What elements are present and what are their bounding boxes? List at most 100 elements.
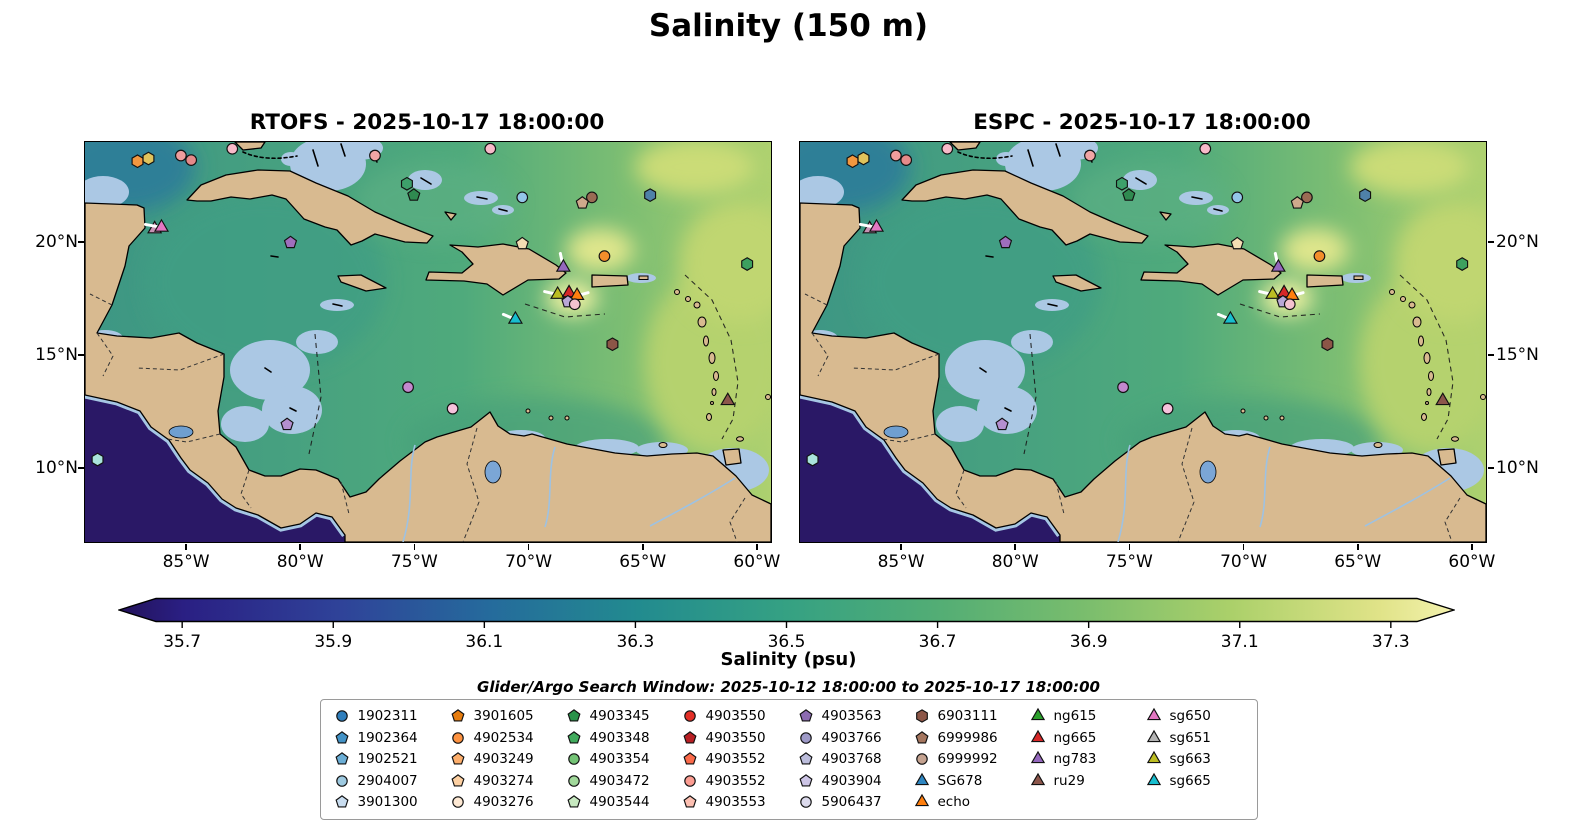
- map-marker-pentagon: [515, 236, 529, 250]
- lon-tick-label: 60°W: [1448, 552, 1496, 572]
- colorbar-tick-label: 36.9: [1069, 632, 1108, 652]
- lat-tick-mark: [77, 467, 84, 469]
- map-marker-circle: [185, 154, 198, 166]
- search-window-caption: Glider/Argo Search Window: 2025-10-12 18…: [477, 678, 1100, 696]
- map-marker-pentagon: [283, 235, 298, 249]
- legend-label: 6999992: [937, 751, 998, 768]
- map-marker-circle: [586, 191, 598, 204]
- pentagon-marker-icon: [682, 730, 697, 744]
- colorbar-tick-label: 36.7: [918, 632, 957, 652]
- legend-entry-4902534: 4902534: [449, 728, 549, 749]
- pentagon-marker-icon: [566, 730, 581, 744]
- rivers: [402, 444, 736, 542]
- land-puerto-rico: [1306, 274, 1344, 288]
- legend-label: 1902521: [357, 751, 418, 768]
- legend-marker: [915, 753, 928, 766]
- map-marker-triangle: [550, 285, 566, 299]
- circle-marker-icon: [799, 731, 812, 744]
- legend-label: 4903276: [473, 794, 534, 811]
- maritime-boundaries: [308, 274, 739, 455]
- circle-marker-icon: [335, 774, 348, 787]
- legend-label: 3901605: [473, 708, 534, 725]
- pentagon-marker-icon: [334, 752, 349, 765]
- legend-entry-3901605: 3901605: [449, 706, 549, 727]
- legend-column-8: sg650 sg651 sg663 sg665: [1145, 706, 1245, 813]
- map-marker-hexagon: [806, 452, 819, 467]
- legend-marker: [1030, 772, 1045, 785]
- triangle-marker-icon: [1146, 772, 1161, 785]
- land-florida-tip: [949, 142, 981, 151]
- land-cuba: [901, 169, 1149, 246]
- lon-tick-label: 70°W: [1220, 552, 1268, 572]
- legend-marker: [914, 772, 929, 785]
- legend-entry-4903249: 4903249: [449, 749, 549, 770]
- colorbar-extended-arrows: [116, 597, 1457, 623]
- colorbar-tick-label: 35.7: [163, 632, 202, 652]
- legend-label: 4903544: [589, 794, 650, 811]
- lat-tick-label: 15°N: [35, 345, 78, 366]
- map-markers: [806, 142, 1469, 467]
- land-cuba: [186, 169, 434, 246]
- pentagon-marker-icon: [334, 730, 349, 744]
- legend-marker: [566, 795, 581, 808]
- colorbar-tick-label: 37.1: [1220, 632, 1259, 652]
- legend-label: sg665: [1169, 772, 1211, 789]
- legend-entry-3901300: 3901300: [333, 792, 433, 813]
- legend-column-2: 3901605 4902534 4903249 4903274 4903276: [449, 706, 549, 813]
- map-markers: [91, 142, 754, 467]
- land-masses: [85, 142, 771, 542]
- legend-marker: [683, 710, 696, 723]
- country-borders: [89, 293, 746, 542]
- legend-marker: [450, 752, 465, 765]
- pentagon-marker-icon: [798, 773, 813, 787]
- legend-label: ng783: [1053, 751, 1097, 768]
- map-marker-triangle: [720, 392, 736, 406]
- lon-tick-mark: [1242, 544, 1245, 551]
- legend-label: ng665: [1053, 729, 1097, 746]
- legend-entry-ng665: ng665: [1029, 728, 1129, 749]
- legend-marker: [335, 710, 348, 723]
- legend-marker: [1146, 772, 1161, 785]
- pentagon-marker-icon: [914, 730, 929, 744]
- legend-entry-4903348: 4903348: [565, 728, 665, 749]
- map-marker-hexagon: [606, 337, 619, 352]
- colorbar-tick-label: 36.5: [767, 632, 806, 652]
- lon-tick-label: 80°W: [991, 552, 1039, 572]
- map-marker-hexagon: [1359, 188, 1372, 203]
- lon-tick-mark: [1356, 544, 1359, 551]
- legend-entry-4903472: 4903472: [565, 771, 665, 792]
- pentagon-marker-icon: [566, 709, 581, 722]
- panel-title-rtofs: RTOFS - 2025-10-17 18:00:00: [249, 110, 605, 135]
- map-marker-circle: [1117, 381, 1129, 394]
- legend-entry-4903766: 4903766: [797, 728, 897, 749]
- map-marker-pentagon: [1230, 236, 1244, 250]
- legend-label: 2904007: [357, 772, 418, 789]
- legend-marker: [1146, 729, 1161, 742]
- pentagon-marker-icon: [450, 752, 465, 765]
- map-panel-rtofs: [84, 141, 772, 543]
- country-borders: [804, 293, 1461, 542]
- map-marker-pentagon: [1290, 196, 1304, 209]
- legend-marker: [567, 774, 580, 787]
- map-marker-circle: [1283, 298, 1296, 311]
- map-marker-circle: [484, 142, 497, 155]
- map-marker-triangle: [1222, 310, 1238, 324]
- lon-tick-mark: [299, 544, 302, 551]
- legend-entry-ng783: ng783: [1029, 749, 1129, 770]
- legend-label: 4903274: [473, 772, 534, 789]
- legend-marker: [1146, 751, 1161, 764]
- legend-label: 4903472: [589, 772, 650, 789]
- triangle-marker-icon: [1030, 708, 1045, 721]
- legend-marker: [450, 709, 465, 722]
- circle-marker-icon: [683, 710, 696, 723]
- map-marker-circle: [1231, 191, 1244, 204]
- triangle-marker-icon: [1146, 729, 1161, 742]
- lat-tick-mark: [1488, 467, 1495, 469]
- legend-entry-5906437: 5906437: [797, 792, 897, 813]
- legend-label: 4903552: [705, 772, 766, 789]
- legend-marker: [451, 796, 464, 809]
- circle-marker-icon: [683, 774, 696, 787]
- lon-tick-mark: [756, 544, 758, 551]
- legend-marker: [915, 709, 928, 724]
- legend-marker: [334, 795, 349, 808]
